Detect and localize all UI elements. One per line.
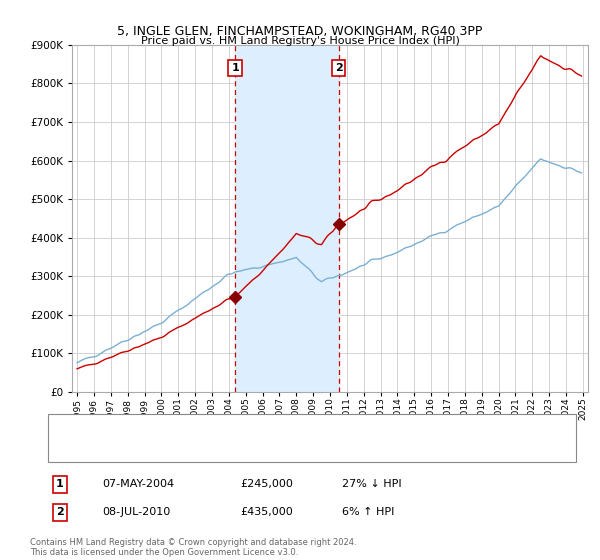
Text: 2: 2 bbox=[335, 63, 343, 73]
Text: 5, INGLE GLEN, FINCHAMPSTEAD, WOKINGHAM, RG40 3PP (detached house): 5, INGLE GLEN, FINCHAMPSTEAD, WOKINGHAM,… bbox=[102, 423, 500, 433]
Legend: 5, INGLE GLEN, FINCHAMPSTEAD, WOKINGHAM, RG40 3PP (detached house), HPI: Average: 5, INGLE GLEN, FINCHAMPSTEAD, WOKINGHAM,… bbox=[53, 418, 500, 458]
Text: 5, INGLE GLEN, FINCHAMPSTEAD, WOKINGHAM, RG40 3PP: 5, INGLE GLEN, FINCHAMPSTEAD, WOKINGHAM,… bbox=[118, 25, 482, 38]
Text: 07-MAY-2004: 07-MAY-2004 bbox=[102, 479, 174, 489]
Text: £245,000: £245,000 bbox=[240, 479, 293, 489]
Text: HPI: Average price, detached house, Wokingham: HPI: Average price, detached house, Woki… bbox=[102, 444, 356, 454]
Text: 6% ↑ HPI: 6% ↑ HPI bbox=[342, 507, 394, 517]
Text: 08-JUL-2010: 08-JUL-2010 bbox=[102, 507, 170, 517]
Text: 2: 2 bbox=[56, 507, 64, 517]
Text: Price paid vs. HM Land Registry's House Price Index (HPI): Price paid vs. HM Land Registry's House … bbox=[140, 36, 460, 46]
Bar bbox=[235, 45, 339, 392]
Text: 27% ↓ HPI: 27% ↓ HPI bbox=[342, 479, 401, 489]
Text: 1: 1 bbox=[231, 63, 239, 73]
Text: £435,000: £435,000 bbox=[240, 507, 293, 517]
Text: 1: 1 bbox=[56, 479, 64, 489]
Text: Contains HM Land Registry data © Crown copyright and database right 2024.
This d: Contains HM Land Registry data © Crown c… bbox=[30, 538, 356, 557]
